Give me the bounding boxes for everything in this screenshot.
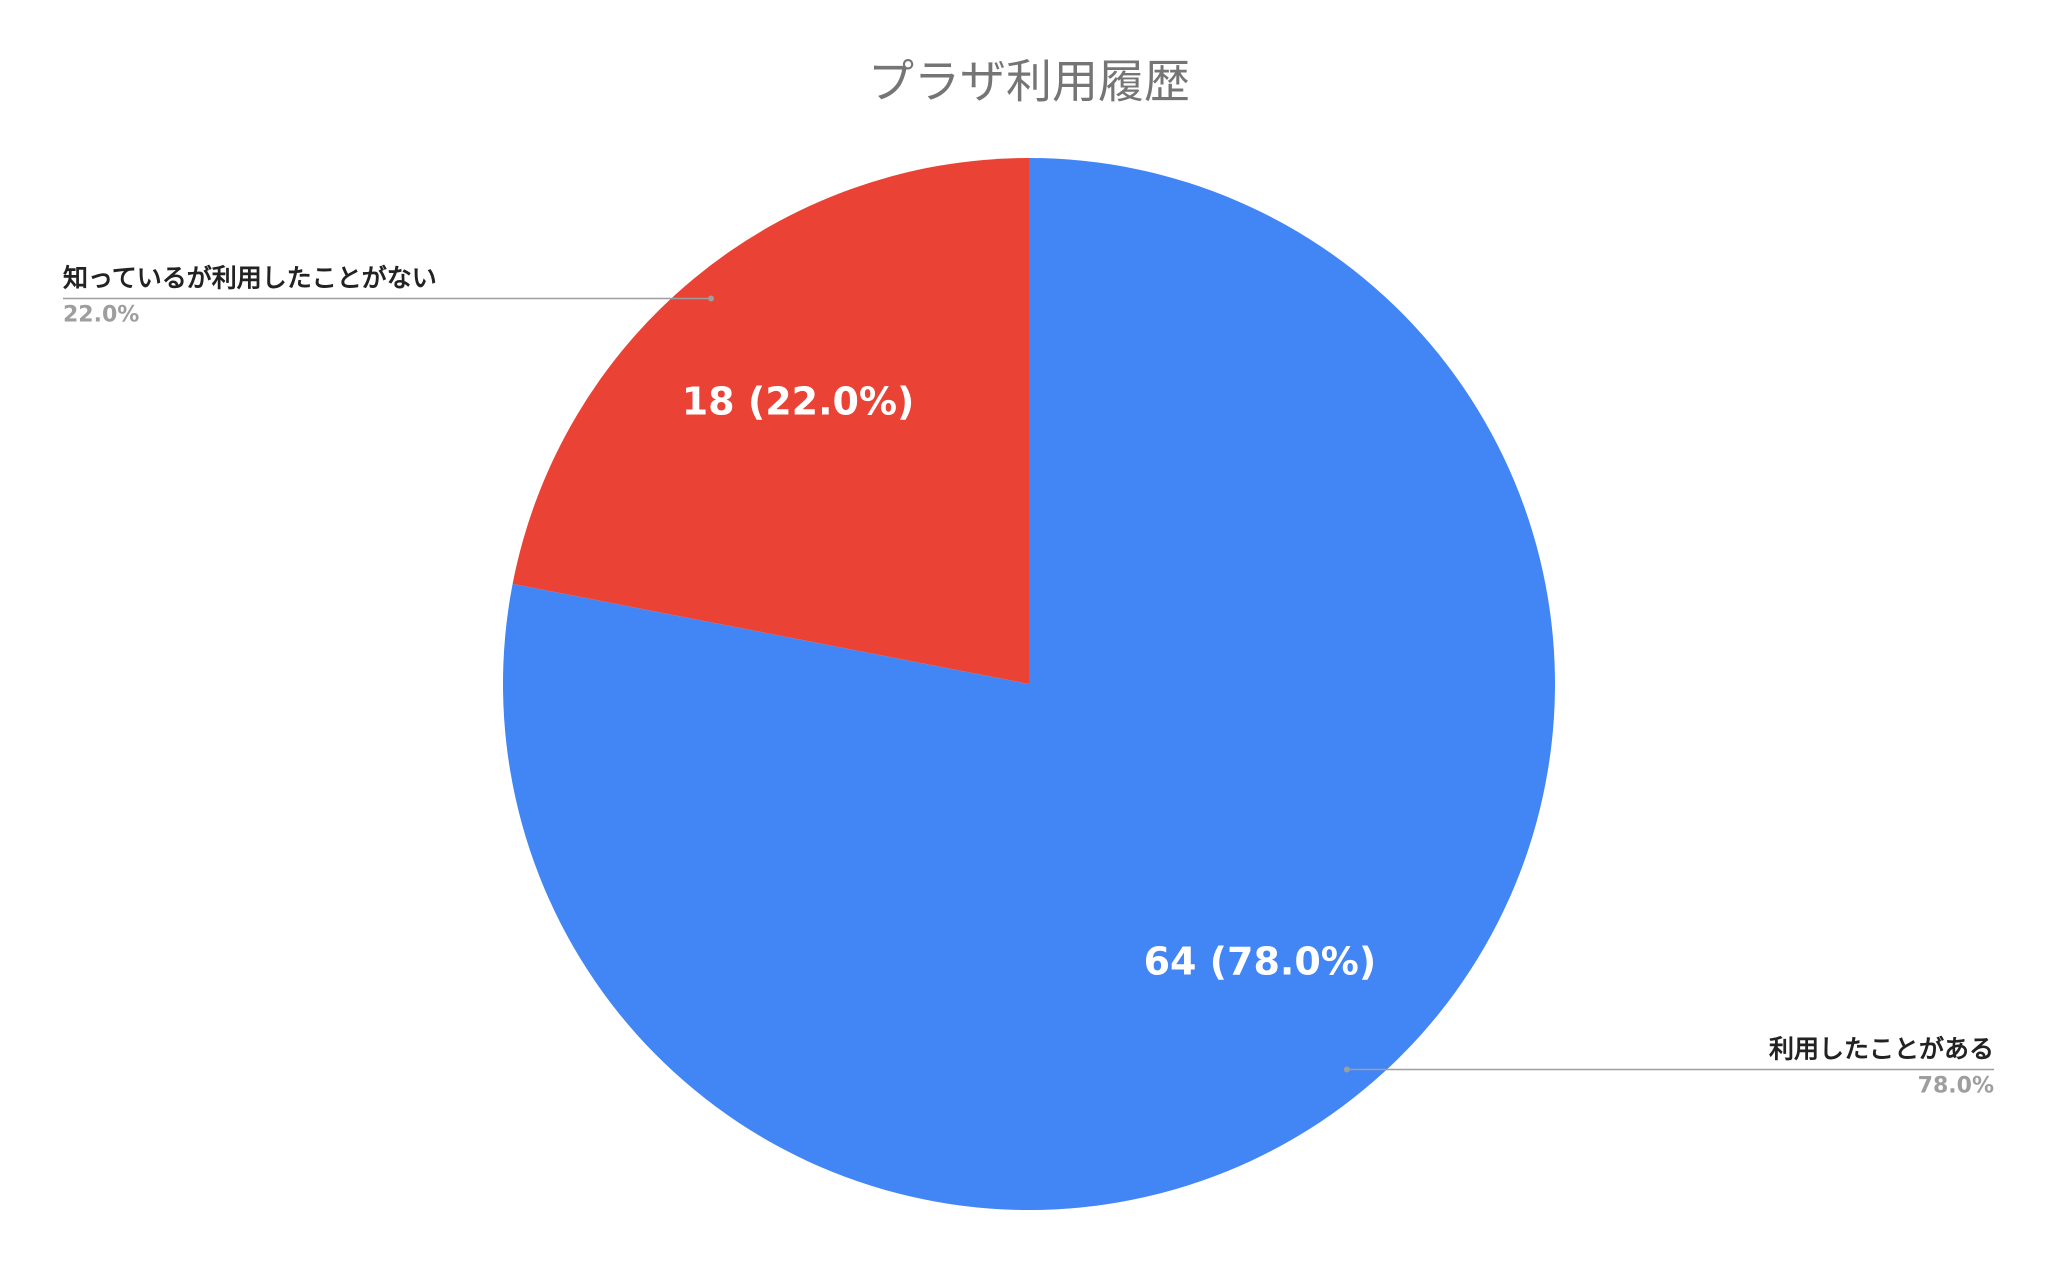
slice-label: 18 (22.0%) [682, 379, 915, 423]
leader-dot [708, 295, 715, 302]
slice-label: 64 (78.0%) [1144, 940, 1377, 984]
chart-title: プラザ利用履歴 [868, 55, 1190, 109]
legend-label: 知っているが利用したことがない [63, 263, 437, 292]
percentage-label: 78.0% [1918, 1074, 1994, 1099]
pie-slice [512, 158, 1029, 684]
legend-label: 利用したことがある [1769, 1035, 1994, 1064]
leader-dot [1343, 1066, 1350, 1073]
pie-slice [502, 158, 1555, 1210]
percentage-label: 22.0% [63, 302, 139, 327]
